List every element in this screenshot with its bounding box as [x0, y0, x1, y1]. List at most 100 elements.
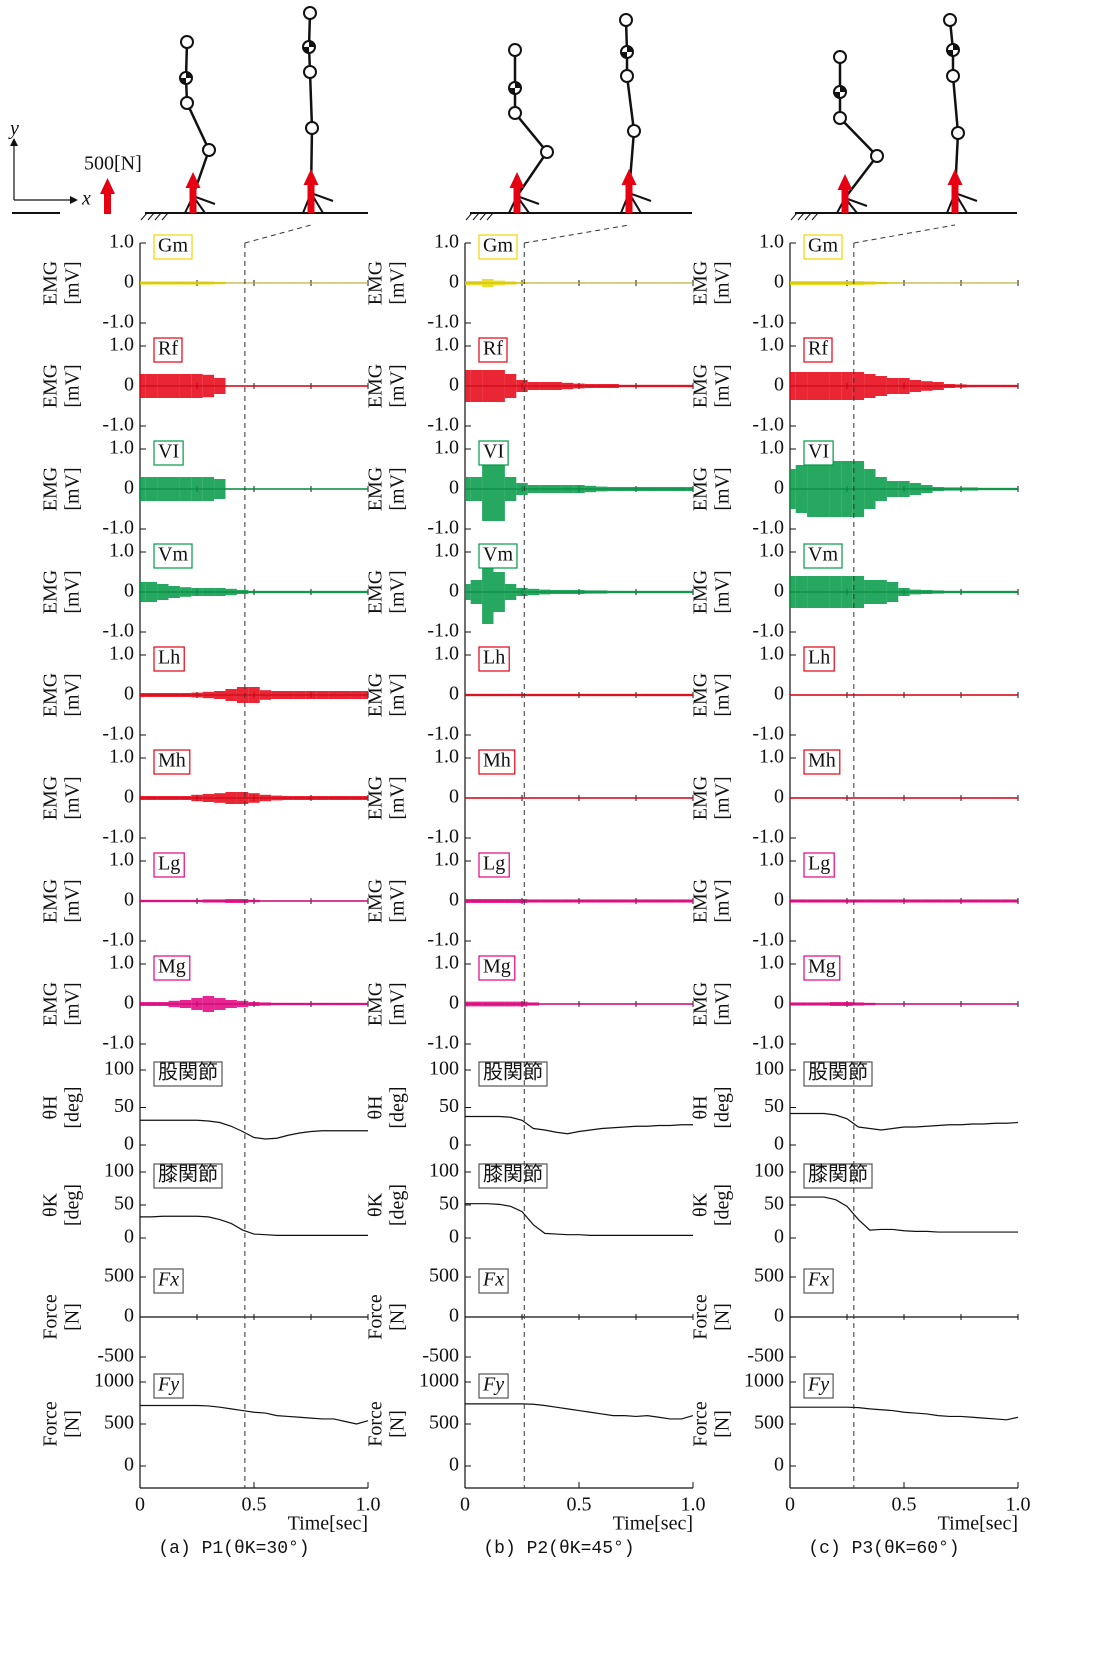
emg-band [955, 797, 967, 799]
emg-band [316, 282, 329, 284]
emg-band [864, 899, 876, 903]
emg-band [282, 691, 294, 699]
y-axis-label: [mV] [712, 364, 734, 407]
y-tick-label: 1.0 [434, 643, 459, 665]
label-box [803, 749, 841, 775]
force-arrow-head [303, 169, 319, 185]
y-tick-label: -1.0 [427, 311, 459, 333]
emg-band [470, 370, 483, 402]
emg-band [482, 899, 494, 903]
emg-band [664, 797, 676, 799]
emg-band [852, 576, 865, 608]
force-arrow-head [837, 174, 853, 190]
emg-band [550, 590, 562, 594]
y-tick-label: -1.0 [427, 414, 459, 436]
y-axis-label: EMG [40, 364, 62, 408]
emg-band [790, 469, 796, 509]
y-tick-label: 1.0 [759, 231, 784, 253]
emg-band [140, 281, 146, 285]
emg-band [305, 488, 317, 490]
y-tick-label: -1.0 [427, 723, 459, 745]
emg-band [493, 457, 505, 521]
label-box [803, 337, 833, 363]
y-tick-label: 0 [774, 477, 784, 499]
y-axis-label: [N] [712, 1303, 734, 1331]
panel-label: Mg [158, 956, 186, 978]
label-box [803, 646, 835, 672]
emg-band [675, 282, 688, 284]
emg-band [966, 384, 979, 388]
y-tick-label: -1.0 [752, 929, 784, 951]
emg-band [168, 796, 180, 800]
emg-band [145, 374, 158, 398]
emg-band [157, 796, 169, 800]
emg-band [504, 899, 517, 903]
y-axis-label: [deg] [387, 1184, 409, 1226]
y-axis-label: [N] [62, 1303, 84, 1331]
y-tick-label: 1.0 [109, 540, 134, 562]
emg-band [675, 797, 688, 799]
emg-band [202, 281, 215, 285]
emg-band [316, 488, 329, 490]
emg-band [259, 900, 272, 902]
panel-label: Rf [483, 338, 503, 360]
emg-band [909, 797, 922, 799]
emg-band [829, 281, 842, 285]
force-arrow [951, 183, 959, 213]
emg-band [841, 576, 853, 608]
emg-band [248, 687, 260, 703]
emg-band [465, 477, 471, 501]
emg-band [966, 797, 979, 799]
y-tick-label: 500 [104, 1412, 134, 1434]
emg-band [955, 590, 967, 594]
x-axis-label: Time[sec] [288, 1513, 368, 1535]
y-tick-label: -1.0 [427, 929, 459, 951]
y-axis-label: [mV] [62, 570, 84, 613]
event-link [524, 224, 630, 244]
y-axis-label: [mV] [62, 673, 84, 716]
emg-band [898, 797, 910, 799]
emg-band [664, 899, 676, 903]
com-mark [834, 86, 846, 98]
y-axis-label: EMG [40, 982, 62, 1026]
emg-band [482, 560, 494, 624]
emg-band [829, 372, 842, 400]
y-axis-label: [mV] [387, 261, 409, 304]
emg-band [214, 378, 226, 394]
emg-band [818, 461, 830, 517]
emg-band [687, 1003, 693, 1005]
emg-band [630, 590, 642, 594]
emg-band [921, 590, 933, 594]
emg-band [790, 372, 796, 400]
emg-band [687, 797, 693, 799]
y-axis-label: EMG [690, 467, 712, 511]
emg-band [921, 797, 933, 799]
y-tick-label: 0 [449, 1454, 459, 1476]
emg-band [191, 692, 203, 698]
emg-band [550, 797, 562, 799]
emg-band [795, 797, 808, 799]
arrow-head [10, 138, 18, 146]
y-tick-label: 0 [774, 889, 784, 911]
emg-band [829, 694, 842, 696]
emg-band [482, 457, 494, 521]
y-tick-label: 0 [449, 374, 459, 396]
emg-band [966, 694, 979, 696]
y-tick-label: 1.0 [759, 849, 784, 871]
emg-band [362, 488, 368, 490]
emg-band [527, 588, 540, 596]
emg-band [550, 485, 562, 493]
emg-band [841, 694, 853, 696]
x-tick-label: 1.0 [1006, 1494, 1031, 1516]
label-box [803, 1163, 873, 1189]
emg-band [596, 590, 608, 594]
emg-band [259, 1002, 272, 1006]
emg-band [966, 590, 979, 594]
y-tick-label: 0 [774, 1226, 784, 1248]
emg-band [225, 385, 237, 387]
emg-band [350, 385, 363, 387]
emg-band [607, 384, 619, 388]
emg-band [191, 588, 203, 596]
emg-band [362, 900, 368, 902]
emg-band [504, 281, 517, 285]
